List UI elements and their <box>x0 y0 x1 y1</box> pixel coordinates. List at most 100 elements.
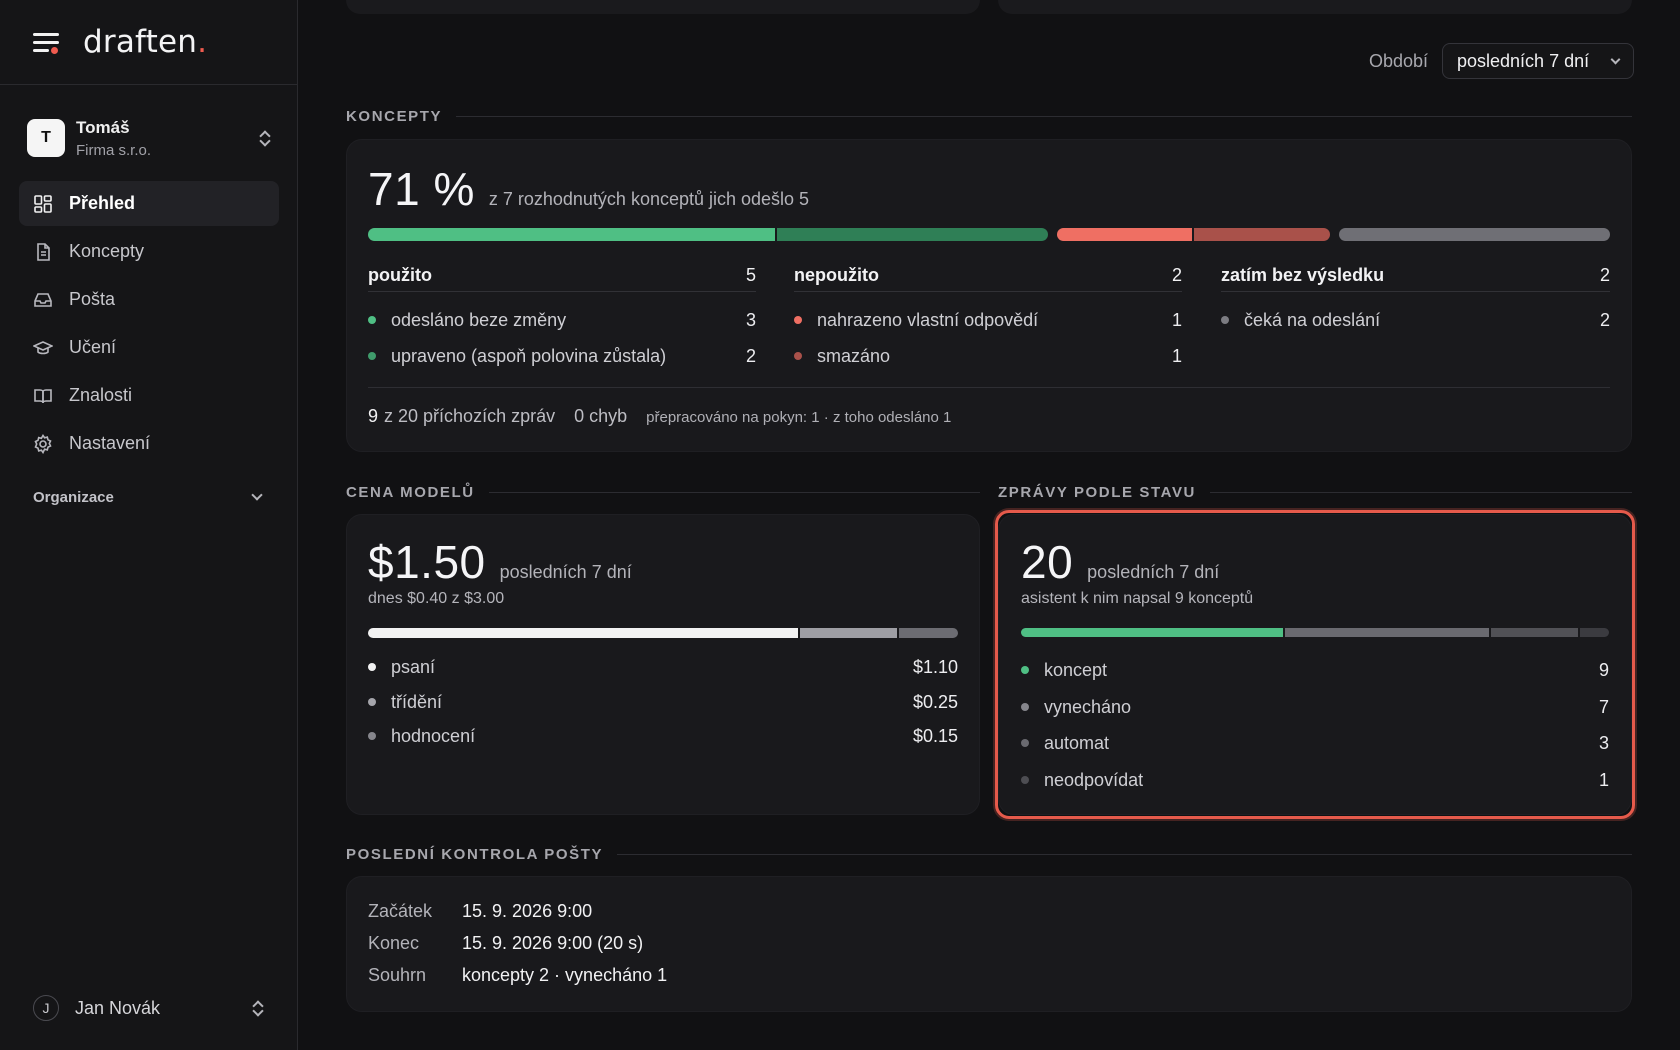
last-check-start: Začátek 15. 9. 2026 9:00 <box>368 901 593 921</box>
last-check-end: Konec 15. 9. 2026 9:00 (20 s) <box>368 933 644 953</box>
book-icon <box>33 386 53 406</box>
cost-card: $1.50 posledních 7 dní dnes $0.40 z $3.0… <box>346 514 980 815</box>
list-item: čeká na odeslání 2 <box>1221 308 1610 332</box>
status-dot <box>368 352 376 360</box>
section-title-messages: ZPRÁVY PODLE STAVU <box>998 484 1632 501</box>
sidebar-item-label: Učení <box>69 337 117 357</box>
account-name: Tomáš <box>76 117 130 137</box>
section-title-drafts: KONCEPTY <box>346 108 1632 125</box>
selection-highlight <box>995 510 1635 819</box>
sidebar-item-label: Přehled <box>69 193 136 213</box>
status-dot <box>368 732 376 740</box>
gear-icon <box>33 433 53 454</box>
account-avatar: T <box>27 119 65 157</box>
chevrons-up-down-icon <box>251 999 265 1017</box>
user-menu[interactable]: J Jan Novák <box>33 993 265 1023</box>
drafts-card: 71 % z 7 rozhodnutých konceptů jich odeš… <box>346 139 1632 452</box>
status-dot <box>1021 666 1029 674</box>
sidebar-item-nastaveni[interactable]: Nastavení <box>19 421 279 466</box>
messages-card: 20 posledních 7 dní asistent k nim napsa… <box>998 514 1632 815</box>
status-dot <box>1021 703 1029 711</box>
messages-period: posledních 7 dní <box>1087 562 1220 582</box>
chevrons-up-down-icon <box>258 129 272 147</box>
user-name: Jan Novák <box>75 997 161 1018</box>
status-dot <box>368 316 376 324</box>
list-item: automat 3 <box>1021 731 1609 755</box>
status-dot <box>1021 776 1029 784</box>
list-item: třídění $0.25 <box>368 690 958 714</box>
drafts-percent: 71 % <box>368 163 475 215</box>
period-filter: Období posledních 7 dní <box>1369 43 1634 79</box>
sidebar-item-label: Nastavení <box>69 433 151 453</box>
menu-icon[interactable] <box>33 31 59 54</box>
cost-today: dnes $0.40 z $3.00 <box>368 590 505 607</box>
organization-label: Organizace <box>33 488 114 506</box>
messages-bar <box>1021 628 1609 637</box>
bar-segment-skipped <box>1284 628 1489 637</box>
drafts-footer: 9 z 20 příchozích zpráv 0 chyb přepracov… <box>368 406 951 427</box>
bar-segment-triage <box>799 628 898 638</box>
cost-amount: $1.50 <box>368 536 486 588</box>
status-dot <box>368 663 376 671</box>
status-dot <box>368 698 376 706</box>
list-item: upraveno (aspoň polovina zůstala) 2 <box>368 344 756 368</box>
document-icon <box>33 242 53 262</box>
bar-segment-edited <box>776 228 1048 241</box>
drafts-summary: z 7 rozhodnutých konceptů jich odešlo 5 <box>488 189 810 209</box>
group-pending-header: zatím bez výsledku 2 <box>1221 260 1610 292</box>
sidebar-item-uceni[interactable]: Učení <box>19 325 279 370</box>
list-item: neodpovídat 1 <box>1021 768 1609 792</box>
sidebar: draften. T Tomáš Firma s.r.o. Přehled Ko… <box>0 0 298 1050</box>
main-content: Období posledních 7 dní KONCEPTY 71 % z … <box>298 0 1680 1050</box>
organization-toggle[interactable]: Organizace <box>33 486 265 508</box>
section-title-cost: CENA MODELŮ <box>346 484 980 501</box>
sidebar-item-znalosti[interactable]: Znalosti <box>19 373 279 418</box>
sidebar-item-label: Znalosti <box>69 385 133 405</box>
account-org: Firma s.r.o. <box>76 141 152 159</box>
bar-segment-deleted <box>1194 228 1330 241</box>
sidebar-item-koncepty[interactable]: Koncepty <box>19 229 279 274</box>
list-item: nahrazeno vlastní odpovědí 1 <box>794 308 1182 332</box>
card-edge <box>998 0 1632 14</box>
inbox-icon <box>33 290 53 310</box>
section-title-last-check: POSLEDNÍ KONTROLA POŠTY <box>346 846 1632 863</box>
bar-segment-pending <box>1338 228 1610 241</box>
period-select[interactable]: posledních 7 dní <box>1442 43 1634 79</box>
chevron-down-icon <box>251 489 263 501</box>
group-unused-header: nepoužito 2 <box>794 260 1182 292</box>
list-item: odesláno beze změny 3 <box>368 308 756 332</box>
user-avatar: J <box>33 995 59 1021</box>
messages-count: 20 <box>1021 536 1074 588</box>
account-switcher[interactable]: T Tomáš Firma s.r.o. <box>27 113 272 163</box>
app-logo[interactable]: draften. <box>83 24 208 60</box>
divider <box>368 387 1610 388</box>
period-selected-value: posledních 7 dní <box>1457 50 1590 71</box>
last-check-summary: Souhrn koncepty 2 · vynecháno 1 <box>368 965 668 985</box>
main-nav: Přehled Koncepty Pošta Učení Znalosti <box>19 181 279 469</box>
bar-segment-sent-unchanged <box>368 228 775 241</box>
status-dot <box>1021 739 1029 747</box>
sidebar-item-label: Pošta <box>69 289 116 309</box>
cost-bar <box>368 628 958 638</box>
list-item: vynecháno 7 <box>1021 695 1609 719</box>
status-dot <box>794 352 802 360</box>
graduation-cap-icon <box>33 338 53 358</box>
bar-segment-evaluation <box>899 628 958 638</box>
card-edge <box>346 0 980 14</box>
sidebar-item-prehled[interactable]: Přehled <box>19 181 279 226</box>
bar-segment-replaced <box>1056 228 1193 241</box>
chevron-down-icon <box>1610 54 1621 64</box>
processed-text: z 20 příchozích zpráv <box>384 406 556 426</box>
list-item: hodnocení $0.15 <box>368 724 958 748</box>
group-used-header: použito 5 <box>368 260 756 292</box>
processed-count: 9 <box>368 406 379 426</box>
messages-note: asistent k nim napsal 9 konceptů <box>1021 590 1254 607</box>
sidebar-item-posta[interactable]: Pošta <box>19 277 279 322</box>
drafts-outcome-bar <box>368 228 1610 241</box>
dashboard-icon <box>33 194 53 214</box>
brand-header: draften. <box>0 0 297 85</box>
reworked-text: přepracováno na pokyn: 1 · z toho odeslá… <box>646 409 952 426</box>
bar-segment-draft <box>1021 628 1283 637</box>
list-item: smazáno 1 <box>794 344 1182 368</box>
bar-segment-writing <box>368 628 798 638</box>
